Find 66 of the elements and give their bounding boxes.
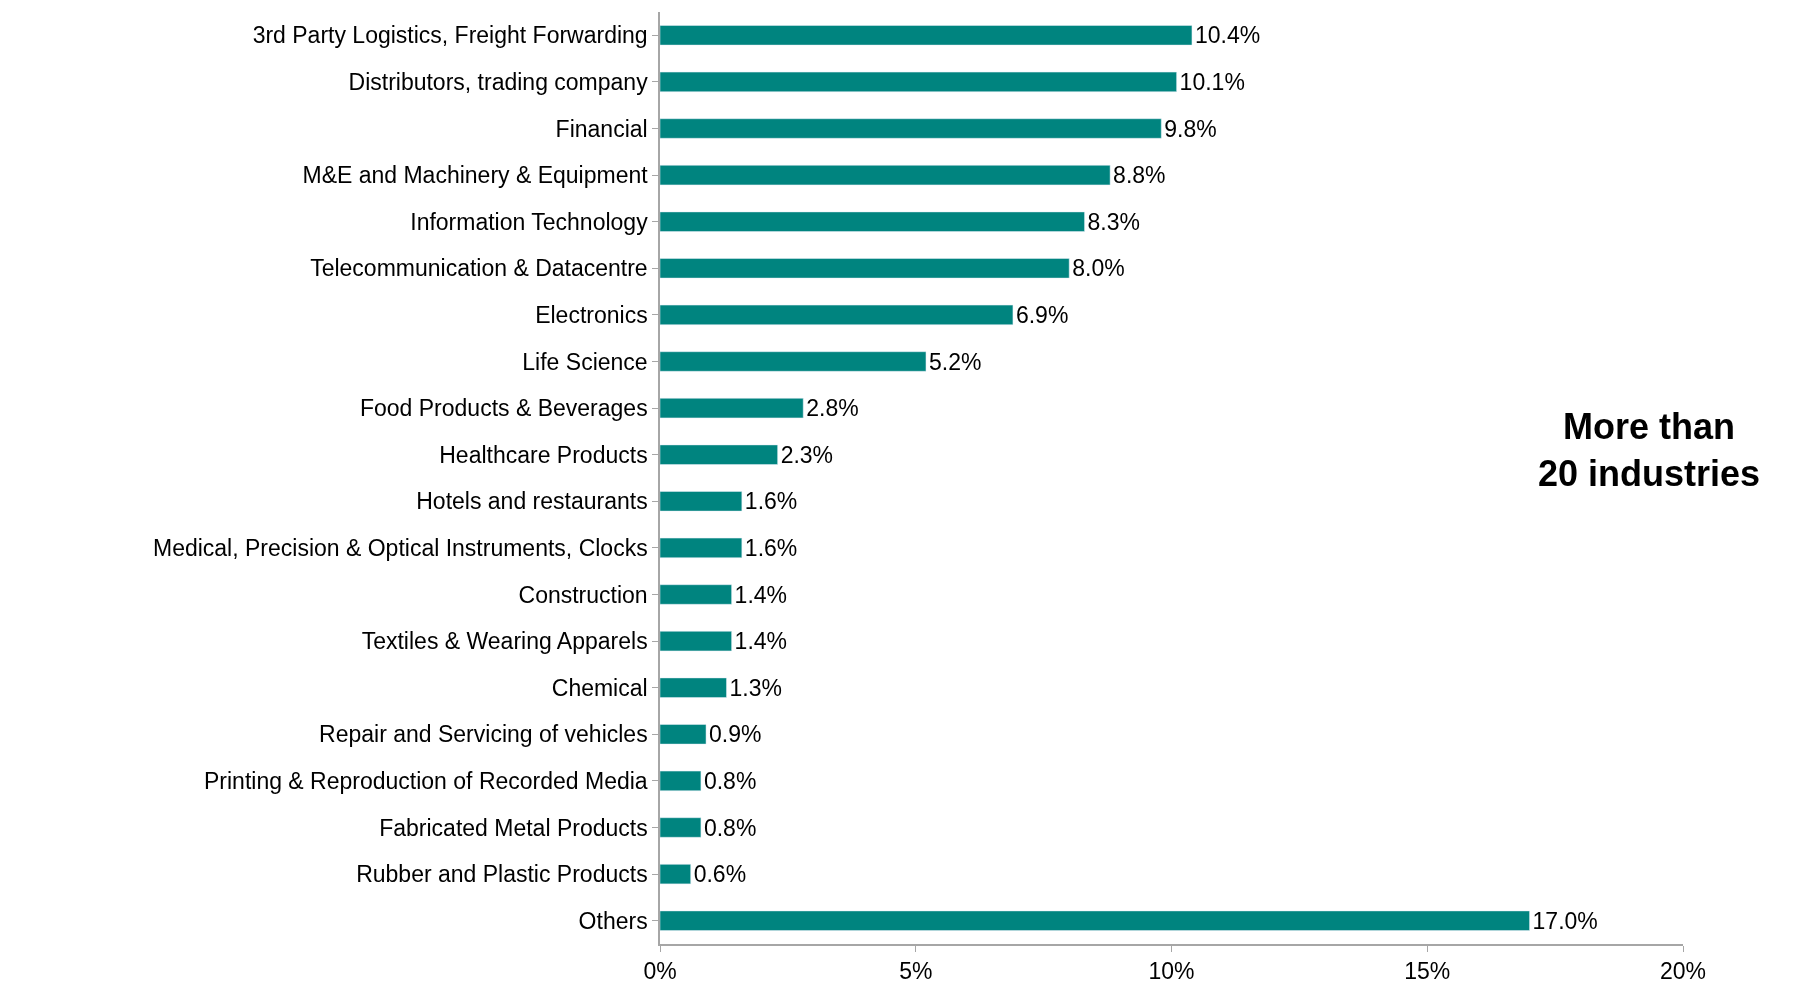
y-tick-label: Printing & Reproduction of Recorded Media (204, 767, 648, 794)
bar (660, 724, 707, 745)
bar (660, 677, 727, 698)
data-label: 1.4% (734, 628, 788, 655)
y-tick-label: Hotels and restaurants (416, 488, 648, 515)
y-tick-label: Electronics (535, 301, 648, 328)
bar (660, 258, 1070, 279)
data-label: 0.8% (703, 814, 757, 841)
bar (660, 25, 1193, 46)
x-tick-label: 5% (899, 958, 933, 985)
y-tick-label: Telecommunication & Datacentre (310, 255, 648, 282)
bar (660, 864, 691, 885)
data-label: 9.8% (1164, 115, 1217, 142)
data-label: 0.6% (693, 861, 747, 888)
bar (660, 631, 732, 652)
annotation: More than 20 industries (1538, 406, 1761, 494)
data-label: 2.8% (806, 395, 859, 422)
data-label: 17.0% (1532, 907, 1598, 934)
data-label: 0.8% (703, 767, 757, 794)
x-tick-label: 15% (1404, 958, 1451, 985)
y-tick-label: Information Technology (410, 208, 649, 235)
bar (660, 584, 732, 605)
y-tick-label: Healthcare Products (439, 441, 648, 468)
bar (660, 491, 743, 512)
y-tick-label: Food Products & Beverages (359, 395, 648, 422)
data-label: 8.3% (1087, 208, 1140, 235)
y-tick-label: Repair and Servicing of vehicles (319, 721, 648, 748)
data-label: 10.1% (1179, 68, 1245, 95)
x-tick-label: 10% (1148, 958, 1195, 985)
y-tick-label: Textiles & Wearing Apparels (361, 628, 648, 655)
y-tick-label: Fabricated Metal Products (379, 814, 648, 841)
y-tick-label: Rubber and Plastic Products (356, 861, 648, 888)
bar (660, 537, 743, 558)
y-tick-label: Life Science (522, 348, 648, 375)
bar (660, 71, 1177, 92)
y-tick-label: Others (578, 907, 648, 934)
y-tick-label: Financial (555, 115, 648, 142)
bar (660, 444, 778, 465)
bar (660, 770, 702, 791)
y-tick-label: Chemical (551, 674, 648, 701)
data-label: 1.6% (744, 534, 798, 561)
y-tick-label: Distributors, trading company (348, 68, 649, 95)
data-label: 2.3% (780, 441, 834, 468)
bar (660, 211, 1085, 232)
data-label: 8.0% (1072, 255, 1125, 282)
data-label: 1.6% (744, 488, 798, 515)
y-tick-label: M&E and Machinery & Equipment (302, 162, 649, 189)
y-tick-label: Construction (518, 581, 648, 608)
data-label: 1.4% (734, 581, 788, 608)
bar (660, 118, 1162, 139)
bar (660, 398, 804, 419)
bar (660, 304, 1014, 325)
data-label: 8.8% (1113, 162, 1166, 189)
y-tick-label: Medical, Precision & Optical Instruments, Clocks (152, 534, 648, 561)
bar (660, 910, 1530, 931)
bar (660, 351, 927, 372)
data-label: 5.2% (928, 348, 982, 375)
x-tick-label: 0% (643, 958, 677, 985)
bar (660, 165, 1111, 186)
y-tick-label: 3rd Party Logistics, Freight Forwarding (252, 22, 648, 49)
data-label: 6.9% (1015, 301, 1069, 328)
data-label: 1.3% (729, 674, 782, 701)
data-label: 0.9% (709, 721, 762, 748)
bar (660, 817, 702, 838)
x-tick-label: 20% (1659, 958, 1707, 985)
data-label: 10.4% (1194, 22, 1261, 49)
